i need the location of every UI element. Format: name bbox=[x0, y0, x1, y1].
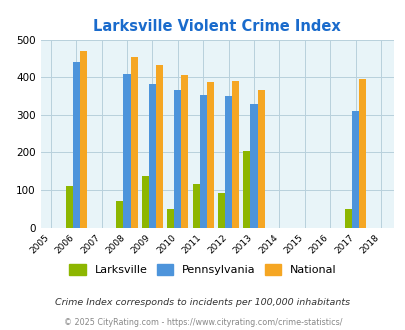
Bar bbox=[206, 82, 213, 228]
Bar bbox=[167, 209, 174, 228]
Bar bbox=[149, 84, 156, 228]
Bar bbox=[116, 201, 123, 228]
Bar bbox=[65, 185, 72, 228]
Bar bbox=[174, 90, 181, 228]
Bar bbox=[243, 150, 250, 228]
Bar bbox=[79, 50, 87, 228]
Title: Larksville Violent Crime Index: Larksville Violent Crime Index bbox=[93, 19, 340, 34]
Bar bbox=[199, 94, 206, 228]
Text: © 2025 CityRating.com - https://www.cityrating.com/crime-statistics/: © 2025 CityRating.com - https://www.city… bbox=[64, 318, 341, 327]
Bar bbox=[181, 75, 188, 228]
Bar bbox=[217, 193, 224, 228]
Legend: Larksville, Pennsylvania, National: Larksville, Pennsylvania, National bbox=[65, 260, 340, 280]
Bar bbox=[224, 96, 232, 228]
Bar bbox=[351, 111, 358, 228]
Bar bbox=[141, 176, 149, 228]
Bar bbox=[130, 56, 137, 228]
Text: Crime Index corresponds to incidents per 100,000 inhabitants: Crime Index corresponds to incidents per… bbox=[55, 298, 350, 307]
Bar bbox=[250, 104, 257, 228]
Bar bbox=[156, 65, 163, 228]
Bar bbox=[72, 62, 79, 228]
Bar bbox=[257, 90, 264, 228]
Bar bbox=[358, 80, 365, 228]
Bar bbox=[192, 184, 199, 228]
Bar bbox=[232, 82, 239, 228]
Bar bbox=[123, 74, 130, 228]
Bar bbox=[344, 209, 351, 228]
